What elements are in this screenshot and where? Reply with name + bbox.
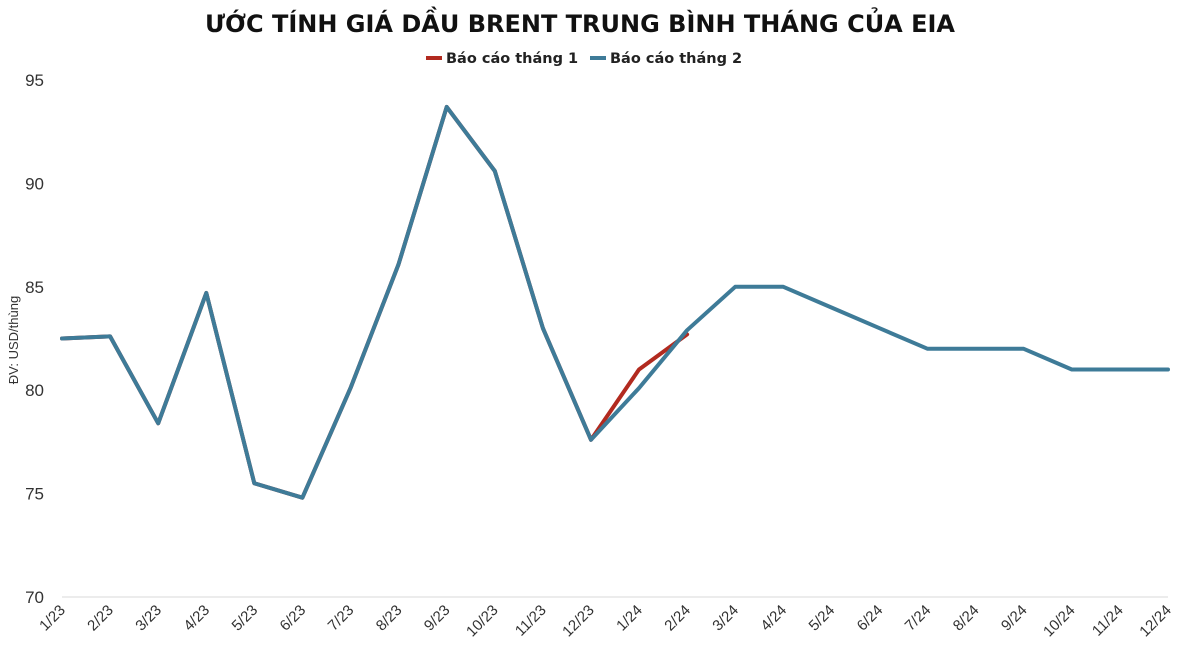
x-tick-label: 9/24 — [998, 602, 1031, 635]
legend-label-series-1: Báo cáo tháng 1 — [446, 51, 578, 67]
x-tick-label: 3/24 — [709, 602, 742, 635]
x-tick-label: 5/24 — [806, 602, 839, 635]
x-tick-label: 7/23 — [325, 602, 358, 635]
x-tick-label: 2/23 — [84, 602, 117, 635]
x-tick-label: 5/23 — [229, 602, 262, 635]
y-axis-label: ĐV: USD/thùng — [6, 296, 21, 384]
y-tick-label: 75 — [25, 485, 44, 504]
x-tick-label: 9/23 — [421, 602, 454, 635]
x-tick-label: 11/24 — [1089, 602, 1127, 640]
legend-label-series-2: Báo cáo tháng 2 — [610, 51, 742, 67]
x-tick-label: 2/24 — [661, 602, 694, 635]
y-tick-label: 90 — [25, 174, 44, 193]
x-tick-label: 7/24 — [902, 602, 935, 635]
x-tick-label: 1/24 — [613, 602, 646, 635]
x-tick-label: 12/24 — [1136, 602, 1175, 641]
series-line-2 — [60, 104, 1170, 500]
x-tick-label: 6/24 — [854, 602, 887, 635]
x-tick-label: 4/24 — [757, 602, 790, 635]
x-tick-label: 4/23 — [180, 602, 213, 635]
x-tick-label: 11/23 — [512, 602, 550, 640]
x-tick-label: 8/24 — [950, 602, 983, 635]
x-tick-label: 12/23 — [559, 602, 598, 641]
y-tick-label: 95 — [25, 71, 44, 90]
x-tick-label: 10/23 — [463, 602, 502, 641]
x-tick-label: 8/23 — [373, 602, 406, 635]
legend: Báo cáo tháng 1 Báo cáo tháng 2 — [426, 51, 742, 67]
series-lines — [60, 104, 1170, 500]
chart-title: ƯỚC TÍNH GIÁ DẦU BRENT TRUNG BÌNH THÁNG … — [205, 5, 955, 38]
legend-item-series-1: Báo cáo tháng 1 — [426, 51, 578, 67]
legend-item-series-2: Báo cáo tháng 2 — [590, 51, 742, 67]
y-tick-label: 70 — [25, 588, 44, 607]
x-axis-ticks: 1/23 2/23 3/23 4/23 5/23 6/23 7/23 8/23 9/23 10/2… — [36, 602, 1175, 641]
y-tick-label: 80 — [25, 381, 44, 400]
x-tick-label: 10/24 — [1040, 602, 1079, 641]
x-tick-label: 6/23 — [277, 602, 310, 635]
x-tick-label: 3/23 — [132, 602, 165, 635]
y-tick-label: 85 — [25, 278, 44, 297]
y-axis-ticks: 70 75 80 85 90 95 — [25, 71, 44, 607]
